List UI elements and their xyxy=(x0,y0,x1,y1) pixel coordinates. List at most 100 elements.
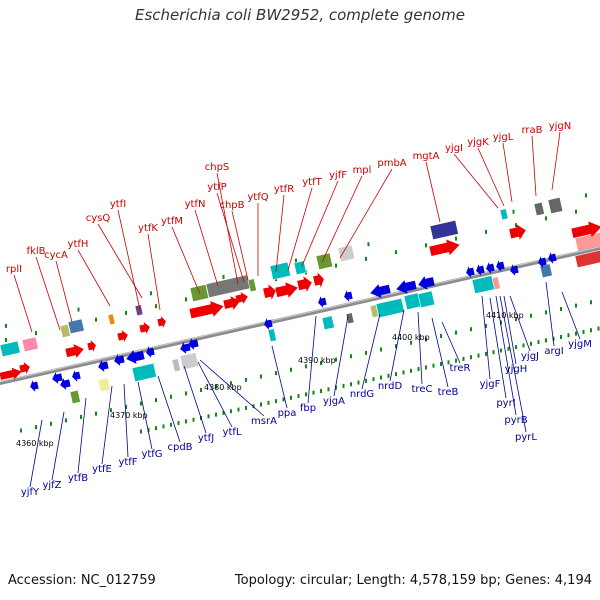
reverse-gene-arrow xyxy=(264,318,273,330)
tick-mark xyxy=(20,428,22,433)
gene-leader-line xyxy=(197,361,233,428)
reverse-gene-arrow xyxy=(370,284,391,298)
tick-mark xyxy=(500,348,502,353)
kbp-labels: 4360 kbp 4370 kbp 4380 kbp 4390 kbp 4400 kbp… xyxy=(16,311,524,448)
gene-leader-line xyxy=(194,209,219,287)
tick-mark xyxy=(522,343,525,348)
tick-mark xyxy=(192,417,195,422)
feature-box xyxy=(97,377,111,393)
tick-mark xyxy=(485,229,487,234)
gene-label-nrdG: nrdG xyxy=(350,389,374,400)
tick-mark xyxy=(150,291,152,296)
gene-label-cpdB: cpdB xyxy=(167,442,192,453)
gene-leader-line xyxy=(453,153,499,209)
forward-gene-arrow xyxy=(157,316,166,328)
feature-box xyxy=(471,275,495,294)
tick-mark xyxy=(295,258,297,263)
gene-label-ytfR: ytfR xyxy=(274,184,294,195)
tick-mark xyxy=(305,392,307,397)
gene-label-chpB: chpB xyxy=(219,200,244,211)
gene-leader-line xyxy=(77,249,111,307)
tick-mark xyxy=(425,337,427,342)
feature-box xyxy=(171,358,181,373)
tick-mark xyxy=(395,344,397,349)
gene-leader-line xyxy=(101,385,113,465)
reverse-gene-arrow xyxy=(486,262,495,274)
tick-mark xyxy=(500,320,502,325)
reverse-gene-arrow xyxy=(318,296,327,308)
forward-gene-arrow xyxy=(87,340,96,352)
tick-mark xyxy=(237,407,240,412)
gene-label-ytfE: ytfE xyxy=(92,464,112,475)
tick-mark xyxy=(5,323,7,328)
tick-mark xyxy=(462,356,465,361)
tick-mark xyxy=(155,426,157,431)
map-title: Escherichia coli BW2952, complete genome xyxy=(135,6,465,24)
gene-leader-line xyxy=(271,345,288,409)
tick-mark xyxy=(215,412,217,417)
gene-leader-line xyxy=(35,256,61,331)
tick-mark xyxy=(425,243,427,248)
tick-mark xyxy=(110,408,112,413)
tick-mark xyxy=(290,367,292,372)
forward-gene-arrow xyxy=(235,292,248,304)
gene-leader-line xyxy=(431,317,449,388)
tick-mark xyxy=(275,399,277,404)
gene-label-ppa: ppa xyxy=(278,408,297,419)
gene-leader-line xyxy=(55,260,73,323)
gene-label-treC: treC xyxy=(412,384,433,395)
reverse-gene-arrow xyxy=(396,280,417,294)
reverse-gene-arrow xyxy=(510,264,519,276)
tick-mark xyxy=(530,313,532,318)
feature-box xyxy=(69,389,81,405)
gene-label-ytfM: ytfM xyxy=(161,216,183,227)
tick-mark xyxy=(125,404,127,409)
gene-leader-line xyxy=(216,192,245,283)
forward-gene-arrow xyxy=(139,322,150,334)
tick-mark xyxy=(305,364,307,369)
kbp-label: 4390 kbp xyxy=(298,356,336,365)
tick-mark xyxy=(395,250,397,255)
forward-gene-arrow xyxy=(571,221,600,238)
tick-mark xyxy=(455,358,457,363)
forward-gene-arrow xyxy=(263,284,276,300)
tick-mark xyxy=(185,419,187,424)
lower-leader-lines xyxy=(29,281,581,488)
feature-box xyxy=(247,278,257,293)
feature-box xyxy=(107,313,116,326)
gene-label-msrA: msrA xyxy=(251,416,277,427)
accession-label: Accession: NC_012759 xyxy=(8,573,156,588)
kbp-label: 4360 kbp xyxy=(16,439,54,448)
gene-label-pyrB: pyrB xyxy=(504,415,527,426)
tick-mark xyxy=(35,331,37,336)
feature-box xyxy=(59,323,71,339)
tick-mark xyxy=(200,388,202,392)
feature-box xyxy=(375,297,405,318)
gene-label-cycA: cycA xyxy=(44,250,68,261)
reverse-gene-arrow xyxy=(126,350,145,364)
feature-box xyxy=(134,304,144,317)
gene-leader-line xyxy=(307,315,317,404)
tick-mark xyxy=(170,394,172,399)
gene-leader-line xyxy=(545,281,555,347)
gene-label-pyrL: pyrL xyxy=(515,432,537,443)
gene-label-ytfQ: ytfQ xyxy=(247,192,268,203)
gene-leader-line xyxy=(123,383,129,458)
tick-mark xyxy=(267,400,270,405)
reverse-gene-arrow xyxy=(98,360,109,372)
tick-mark xyxy=(185,297,187,302)
gene-label-ytfL: ytfL xyxy=(223,427,242,438)
tick-mark xyxy=(552,336,555,341)
feature-box xyxy=(321,315,335,331)
forward-gene-arrow xyxy=(19,362,30,374)
reverse-gene-arrow xyxy=(146,346,155,358)
gene-leader-line xyxy=(333,315,349,397)
tick-mark xyxy=(147,427,150,432)
reverse-gene-arrow xyxy=(466,266,475,278)
feature-box xyxy=(574,249,600,269)
tick-mark xyxy=(515,317,517,322)
feature-boxes xyxy=(0,197,600,405)
tick-mark xyxy=(440,362,442,366)
feature-box xyxy=(337,244,356,262)
